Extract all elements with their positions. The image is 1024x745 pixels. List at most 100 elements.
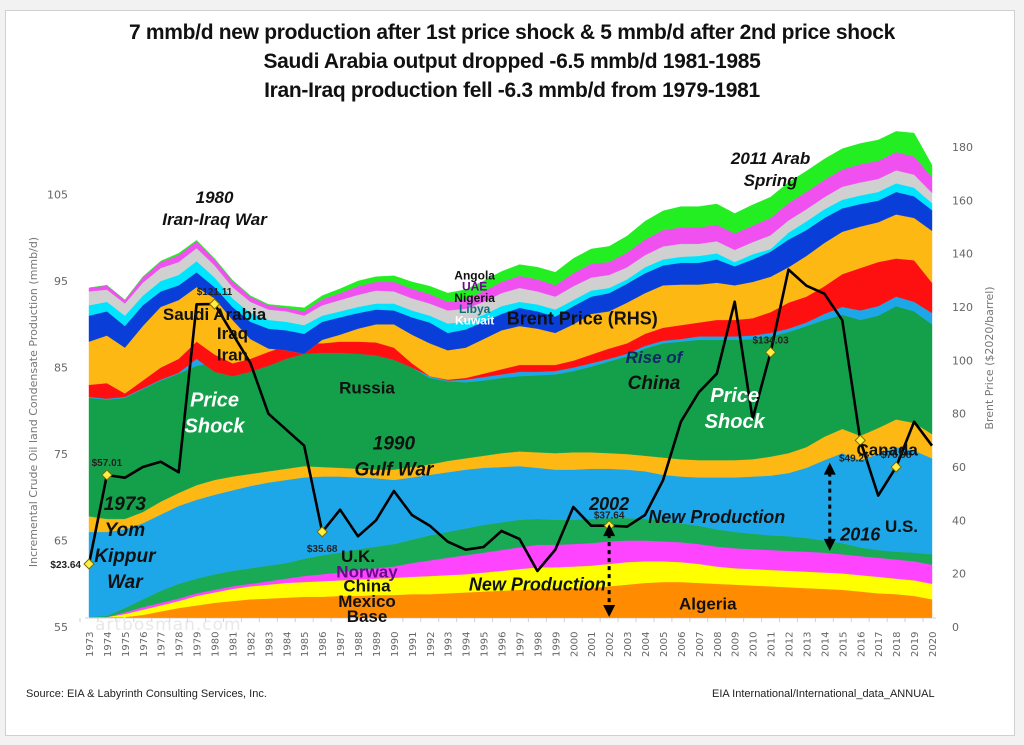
x-tick-label: 1984 [282,632,293,657]
annotation-shock: Shock [705,411,766,433]
price-line [87,268,934,573]
annotation-2002: 2002 [588,494,629,514]
x-tick-label: 2000 [569,632,580,657]
y-axis-right: 0 20 40 60 80 100 120 140 160 180 [952,141,973,634]
y-axis-left-label: Incremental Crude Oil land Condensate Pr… [27,237,40,567]
annotation-russia: Russia [339,378,395,397]
x-tick-label: 2019 [910,632,921,657]
y2-tick-label: 40 [952,514,966,527]
price-marker [890,461,902,473]
price-label: $121.11 [197,287,233,298]
y2-tick-label: 20 [952,568,966,581]
y2-tick-label: 120 [952,301,973,314]
x-tick-label: 2002 [605,632,616,657]
price-label: $134.03 [752,335,789,346]
price-line-group: $23.64 $57.01 $121.11 $35.68 $37.64 $134.03 $4… [50,268,934,573]
x-tick-label: 1977 [157,632,168,657]
y-tick-label: 55 [54,621,68,634]
arrow-head-up [823,462,836,475]
annotation-china: China [628,373,681,394]
y2-tick-label: 160 [952,194,973,207]
x-tick-label: 2005 [659,632,670,657]
x-tick-label: 1979 [193,632,204,657]
arrow-head-down [823,538,836,551]
y-tick-label: 75 [54,448,68,461]
annotation-iraq: Iraq [217,324,248,343]
source-note: Source: EIA & Labyrinth Consulting Servi… [26,688,267,700]
x-tick-label: 1998 [533,632,544,657]
annotation-1973: 1973 [104,494,147,515]
x-tick-label: 2014 [820,632,831,657]
x-tick-label: 1980 [211,632,222,657]
annotation-nigeria: Nigeria [454,291,495,305]
x-tick-label: 2007 [695,632,706,657]
x-tick-label: 1988 [354,632,365,657]
chart-title-line-3: Iran-Iraq production fell -6.3 mmb/d fro… [264,79,760,102]
annotation-iran-iraq-war: Iran-Iraq War [162,210,268,229]
annotation-2016: 2016 [839,525,881,545]
x-tick-label: 1985 [300,632,311,657]
x-tick-label: 1997 [515,632,526,657]
x-axis: 1973 1974 1975 1976 1977 1978 1979 1980 1981 1982… [79,617,939,657]
annotation-brent-price-rhs: Brent Price (RHS) [507,308,658,328]
x-tick-label: 1978 [175,632,186,657]
annotation-kippur: Kippur [94,546,157,567]
annotation-1990: 1990 [373,434,416,455]
area-layers [88,131,933,618]
price-label: $37.64 [594,511,625,522]
annotation-group: 1980 Iran-Iraq War 2011 Arab Spring Price Sho… [94,149,918,626]
price-label: $57.01 [92,458,123,469]
annotation-kuwait: Kuwait [455,313,494,327]
annotation-canada: Canada [856,441,918,460]
y-tick-label: 95 [54,275,68,288]
annotation-new-production: New Production [469,575,606,595]
price-label: $76.98 [881,450,912,461]
annotation-1980: 1980 [196,188,234,207]
annotation-shock: Shock [185,415,246,437]
x-tick-label: 1999 [551,632,562,657]
y-tick-label: 85 [54,362,68,375]
watermark: artbosman.com [95,615,242,635]
price-marker [764,346,777,359]
annotation-2011-arab: 2011 Arab [730,149,810,168]
price-label: $23.64 [50,560,81,571]
x-tick-label: 2020 [928,632,939,657]
annotation-saudi-arabia: Saudi Arabia [163,305,267,324]
x-tick-label: 2018 [892,632,903,657]
x-tick-label: 2006 [677,632,688,657]
x-tick-label: 2004 [641,632,652,657]
x-tick-label: 1974 [103,632,114,657]
arrow-head-down [603,605,616,617]
y2-tick-label: 180 [952,141,973,154]
annotation-china: China [343,577,391,596]
x-tick-label: 1995 [480,632,491,657]
price-marker [854,434,866,447]
x-tick-label: 2003 [623,632,634,657]
annotation-mexico: Mexico [338,592,396,611]
y-axis-left: 55 65 75 85 95 105 [47,189,68,635]
x-tick-label: 1973 [85,632,96,657]
x-tick-label: 2010 [749,632,760,657]
x-tick-label: 1987 [336,632,347,657]
annotation-base: Base [347,607,388,626]
price-label: $49.27 [839,453,870,464]
x-tick-label: 1992 [426,632,437,657]
x-tick-label: 2013 [802,632,813,657]
annotation-rise-of: Rise of [626,348,685,367]
price-label: $35.68 [307,544,338,555]
annotation-norway: Norway [336,563,398,582]
annotation-price: Price [190,389,239,411]
x-tick-label: 1986 [318,632,329,657]
annotation-u-s: U.S. [885,517,918,536]
y2-tick-label: 60 [952,461,966,474]
x-tick-label: 1975 [121,632,132,657]
price-marker [83,558,95,570]
annotation-angola: Angola [454,268,495,282]
x-tick-label: 2009 [731,632,742,657]
dataset-note: EIA International/International_data_ANN… [712,688,935,700]
annotation-war: War [107,572,144,593]
x-tick-label: 1994 [462,632,473,657]
annotation-libya: Libya [459,302,491,316]
x-tick-label: 2001 [587,632,598,657]
